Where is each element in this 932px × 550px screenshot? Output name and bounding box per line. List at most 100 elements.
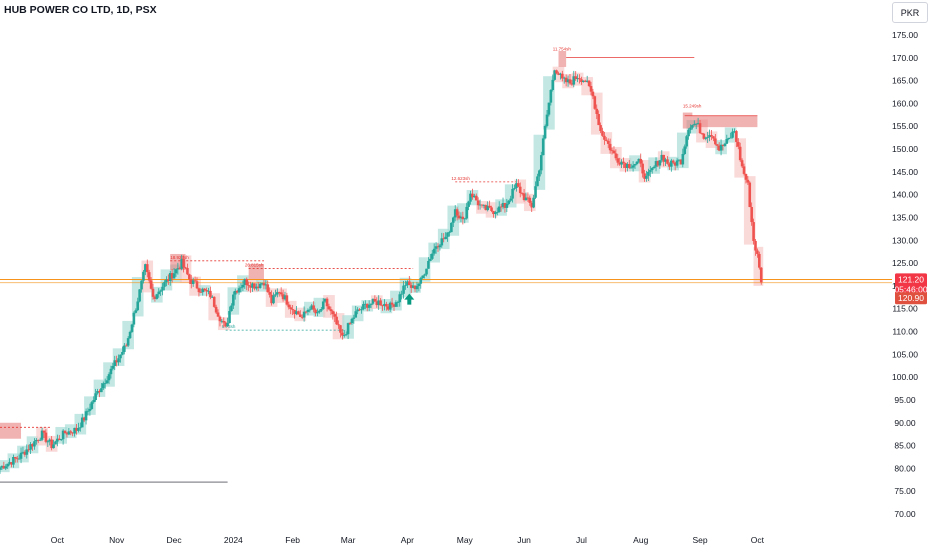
candle-body (136, 301, 140, 311)
candle-body (86, 410, 90, 412)
x-tick-label: Jun (517, 535, 531, 545)
candle-body (132, 312, 136, 325)
candle-body (151, 288, 155, 297)
candle-body (281, 294, 285, 300)
candle-body (710, 135, 713, 137)
candle-body (325, 298, 329, 307)
candle-body (100, 388, 103, 393)
y-tick-label: 150.00 (892, 144, 918, 154)
candle-body (180, 259, 184, 269)
candle-body (639, 158, 643, 164)
weekly-range-box (533, 134, 546, 190)
y-tick-label: 125.00 (892, 258, 918, 268)
candle-body (436, 246, 440, 248)
candle-body (167, 279, 170, 281)
candle-body (25, 449, 29, 455)
candle-body (98, 390, 101, 393)
candle-body (2, 465, 6, 469)
candle-body (758, 253, 761, 268)
candle-body (344, 334, 348, 336)
weekly-range-box (93, 379, 106, 397)
candle-body (438, 245, 442, 248)
candle-body (555, 70, 558, 74)
candle-body (228, 311, 231, 324)
weekly-range-box (55, 426, 68, 444)
candle-body (121, 351, 124, 355)
y-tick-label: 90.00 (894, 418, 916, 428)
candle-body (128, 331, 132, 339)
candle-body (308, 309, 312, 311)
candle-body (295, 311, 298, 315)
candle-body (69, 431, 73, 433)
y-tick-label: 115.00 (892, 304, 918, 314)
candle-body (409, 285, 413, 288)
candle-body (666, 159, 669, 164)
y-tick-label: 75.00 (894, 486, 916, 496)
candle-body (329, 309, 333, 312)
candle-body (748, 182, 752, 208)
candle-body (670, 160, 673, 167)
candle-body (526, 197, 530, 199)
candle-body (486, 205, 490, 211)
candle-body (388, 302, 392, 310)
candle-body (375, 301, 379, 306)
candle-body (580, 79, 583, 83)
candle-body (559, 73, 562, 75)
candle-body (660, 154, 664, 161)
candle-body (585, 80, 589, 82)
x-tick-label: Feb (285, 535, 300, 545)
level-2-label: 26.815sh (245, 263, 264, 268)
candle-body (608, 143, 612, 151)
levels-layer: 8.73sh 18.927sh 26.815sh 12.623sh 11.754sh 15… (0, 46, 892, 483)
candle-body (79, 427, 82, 429)
candle-body (520, 193, 524, 194)
candle-body (163, 282, 166, 287)
candle-body (570, 83, 574, 85)
weekly-range-box (122, 320, 134, 350)
candle-body (138, 289, 141, 302)
candle-body (29, 444, 32, 450)
candle-body (727, 137, 731, 139)
candle-body (712, 136, 715, 139)
candle-body (168, 273, 172, 281)
x-tick-label: Jul (576, 535, 587, 545)
candle-body (123, 345, 126, 352)
candle-body (251, 283, 254, 288)
candle-body (534, 186, 537, 198)
candle-body (612, 150, 616, 154)
candle-body (211, 296, 214, 298)
candle-body (276, 292, 279, 295)
candle-body (266, 284, 270, 293)
candle-body (754, 240, 757, 251)
candle-body (40, 430, 44, 440)
candle-body (637, 158, 641, 162)
candle-body (517, 183, 520, 187)
candle-body (471, 193, 474, 198)
candle-body (708, 135, 711, 138)
candle-body (323, 298, 327, 302)
candle-body (723, 143, 727, 146)
candle-body (390, 302, 394, 305)
weekly-range-box (256, 279, 268, 292)
candle-body (551, 79, 555, 90)
candle-body (721, 144, 725, 146)
candle-body (702, 133, 706, 139)
candle-body (222, 320, 226, 323)
candle-body (589, 86, 593, 92)
candle-body (57, 438, 61, 441)
candle-body (442, 238, 446, 240)
candle-body (461, 216, 465, 220)
candle-body (698, 123, 702, 134)
weekly-range-box (189, 276, 201, 296)
close-price-label: 120.90 (898, 293, 924, 303)
currency-button[interactable]: PKR (892, 2, 928, 23)
candle-body (199, 292, 203, 293)
candle-body (620, 161, 623, 165)
candle-body (740, 160, 744, 167)
candle-body (675, 160, 679, 166)
x-tick-label: Mar (341, 535, 356, 545)
x-tick-label: Sep (692, 535, 707, 545)
y-tick-label: 85.00 (894, 441, 916, 451)
candle-body (220, 320, 224, 322)
candle-body (101, 383, 105, 389)
